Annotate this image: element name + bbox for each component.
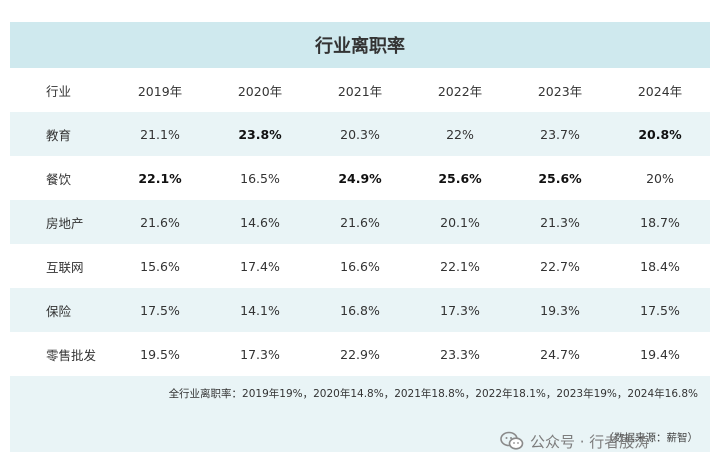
data-source: （数据来源：薪智） bbox=[603, 432, 699, 444]
rate-cell: 24.7% bbox=[540, 346, 580, 362]
table-row: 教育 21.1% 23.8% 20.3% 22% 23.7% 20.8% bbox=[10, 112, 710, 156]
row-category: 房地产 bbox=[46, 215, 84, 231]
column-header: 2022年 bbox=[437, 83, 483, 99]
column-header: 2023年 bbox=[537, 83, 583, 99]
rate-cell: 14.1% bbox=[240, 302, 280, 318]
table-title: 行业离职率 bbox=[10, 22, 710, 68]
column-header: 2024年 bbox=[637, 83, 683, 99]
source-row: （数据来源：薪智） bbox=[10, 410, 710, 452]
column-header: 行业 bbox=[46, 83, 72, 99]
turnover-table: 行业 2019年 2020年 2021年 2022年 2023年 2024年 教… bbox=[10, 68, 710, 376]
rate-cell: 22.9% bbox=[340, 346, 380, 362]
rate-cell: 21.1% bbox=[140, 126, 180, 142]
rate-cell: 21.6% bbox=[140, 214, 180, 230]
table-row: 房地产 21.6% 14.6% 21.6% 20.1% 21.3% 18.7% bbox=[10, 200, 710, 244]
table-row: 保险 17.5% 14.1% 16.8% 17.3% 19.3% 17.5% bbox=[10, 288, 710, 332]
rate-cell: 25.6% bbox=[538, 170, 582, 186]
column-header: 2021年 bbox=[337, 83, 383, 99]
rate-cell: 23.7% bbox=[540, 126, 580, 142]
header-row: 行业 2019年 2020年 2021年 2022年 2023年 2024年 bbox=[10, 68, 710, 112]
rate-cell: 18.7% bbox=[640, 214, 680, 230]
rate-cell: 15.6% bbox=[140, 258, 180, 274]
rate-cell: 16.6% bbox=[340, 258, 380, 274]
rate-cell: 17.5% bbox=[640, 302, 680, 318]
rate-cell: 21.6% bbox=[340, 214, 380, 230]
rate-cell: 16.8% bbox=[340, 302, 380, 318]
rate-cell: 21.3% bbox=[540, 214, 580, 230]
rate-cell: 23.3% bbox=[440, 346, 480, 362]
rate-cell: 22.7% bbox=[540, 258, 580, 274]
rate-cell: 22.1% bbox=[138, 170, 182, 186]
rate-cell: 23.8% bbox=[238, 126, 282, 142]
row-category: 零售批发 bbox=[46, 347, 97, 363]
rate-cell: 22% bbox=[446, 126, 474, 142]
summary-row: 全行业离职率：2019年19%，2020年14.8%，2021年18.8%，20… bbox=[10, 376, 710, 410]
rate-cell: 24.9% bbox=[338, 170, 382, 186]
column-header: 2020年 bbox=[237, 83, 283, 99]
watermark: 公众号 · 行者殷涛 bbox=[500, 428, 649, 454]
rate-cell: 20.8% bbox=[638, 126, 682, 142]
rate-cell: 17.5% bbox=[140, 302, 180, 318]
rate-cell: 20.3% bbox=[340, 126, 380, 142]
rate-cell: 20% bbox=[646, 170, 674, 186]
rate-cell: 17.3% bbox=[440, 302, 480, 318]
rate-cell: 18.4% bbox=[640, 258, 680, 274]
summary-text: 全行业离职率：2019年19%，2020年14.8%，2021年18.8%，20… bbox=[168, 388, 698, 400]
table-row: 零售批发 19.5% 17.3% 22.9% 23.3% 24.7% 19.4% bbox=[10, 332, 710, 376]
rate-cell: 17.4% bbox=[240, 258, 280, 274]
row-category: 教育 bbox=[46, 127, 72, 143]
column-header: 2019年 bbox=[137, 83, 183, 99]
rate-cell: 20.1% bbox=[440, 214, 480, 230]
row-category: 互联网 bbox=[46, 259, 84, 275]
rate-cell: 16.5% bbox=[240, 170, 280, 186]
wechat-icon bbox=[500, 431, 524, 450]
row-category: 保险 bbox=[46, 303, 72, 319]
rate-cell: 19.5% bbox=[140, 346, 180, 362]
turnover-table-card: 行业离职率 行业 2019年 2020年 2021年 2022年 2023年 2… bbox=[10, 22, 710, 452]
watermark-text: 公众号 · 行者殷涛 bbox=[530, 432, 650, 451]
table-row: 互联网 15.6% 17.4% 16.6% 22.1% 22.7% 18.4% bbox=[10, 244, 710, 288]
rate-cell: 22.1% bbox=[440, 258, 480, 274]
rate-cell: 14.6% bbox=[240, 214, 280, 230]
rate-cell: 17.3% bbox=[240, 346, 280, 362]
rate-cell: 19.3% bbox=[540, 302, 580, 318]
rate-cell: 19.4% bbox=[640, 346, 680, 362]
row-category: 餐饮 bbox=[46, 171, 72, 187]
table-row: 餐饮 22.1% 16.5% 24.9% 25.6% 25.6% 20% bbox=[10, 156, 710, 200]
rate-cell: 25.6% bbox=[438, 170, 482, 186]
